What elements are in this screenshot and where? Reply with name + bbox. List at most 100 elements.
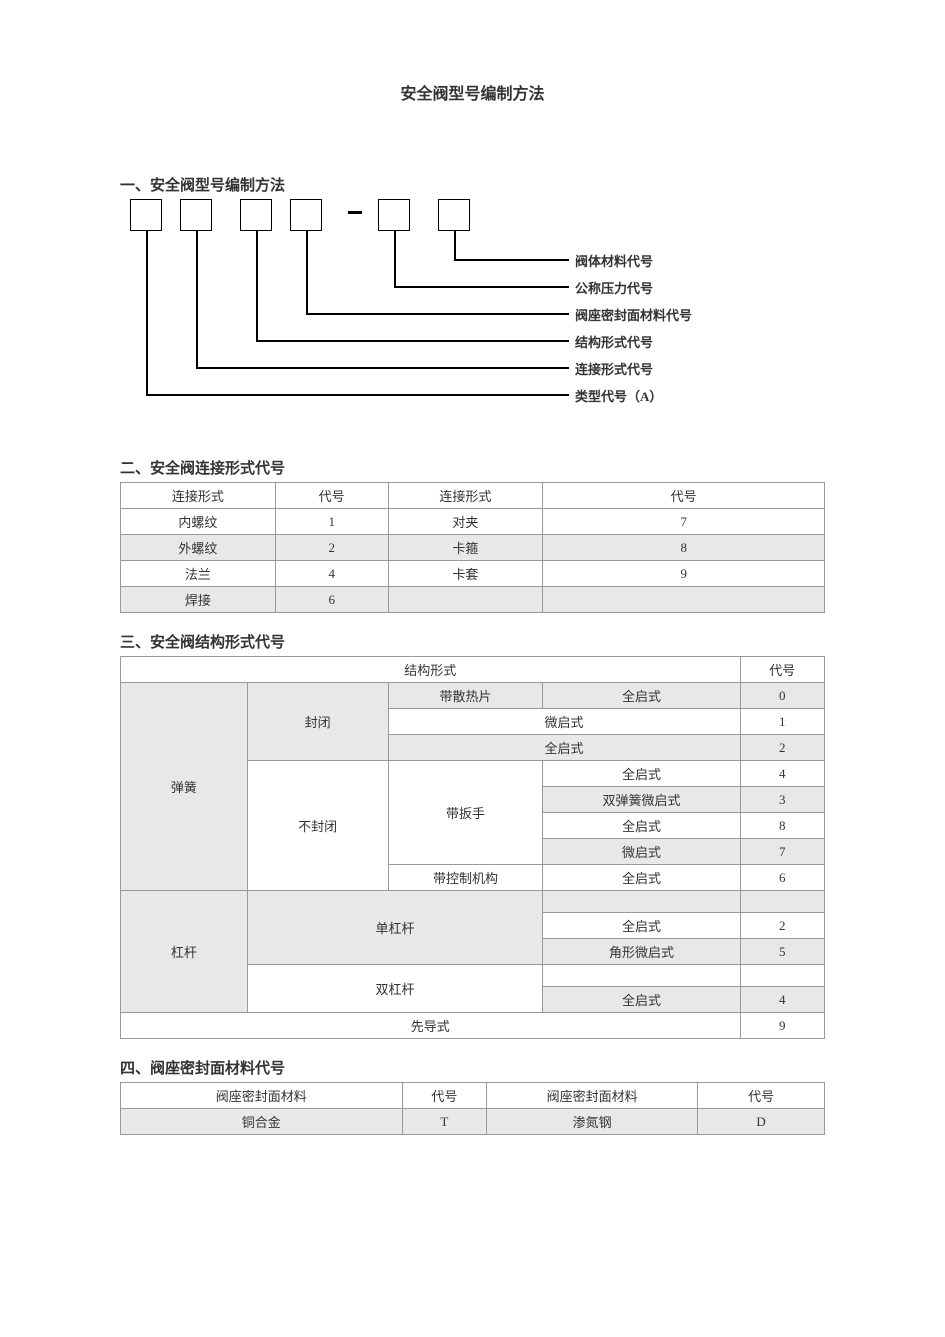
table-cell: 全启式 [543, 865, 740, 891]
table-header-cell: 代号 [402, 1083, 486, 1109]
table-cell: 角形微启式 [543, 939, 740, 965]
table-cell: 全启式 [543, 761, 740, 787]
connector-hline [394, 286, 569, 288]
section1-heading: 一、安全阀型号编制方法 [120, 174, 825, 195]
table-cell: 微启式 [388, 709, 740, 735]
table-cell: 对夹 [388, 509, 543, 535]
table-header-cell: 代号 [275, 483, 388, 509]
connector-vline [146, 231, 148, 394]
table-cell: 2 [740, 913, 825, 939]
table-cell: 1 [275, 509, 388, 535]
table-header-cell: 连接形式 [121, 483, 276, 509]
table-cell: 卡箍 [388, 535, 543, 561]
connector-vline [306, 231, 308, 313]
table-cell: 杠杆 [121, 891, 248, 1013]
table-cell: 全启式 [543, 913, 740, 939]
code-box-3 [290, 199, 322, 231]
code-box-2 [240, 199, 272, 231]
table-header-cell: 代号 [740, 657, 825, 683]
table-cell: 9 [543, 561, 825, 587]
connector-vline [196, 231, 198, 367]
page-title: 安全阀型号编制方法 [120, 80, 825, 104]
table-cell: 带扳手 [388, 761, 543, 865]
table-cell: 封闭 [247, 683, 388, 761]
table-cell: 1 [740, 709, 825, 735]
table-cell: 5 [740, 939, 825, 965]
connector-vline [394, 231, 396, 286]
table-cell: 2 [740, 735, 825, 761]
model-number-diagram: 阀体材料代号公称压力代号阀座密封面材料代号结构形式代号连接形式代号类型代号（A） [130, 199, 750, 439]
table-cell: 7 [543, 509, 825, 535]
table-cell: 弹簧 [121, 683, 248, 891]
table-cell [388, 587, 543, 613]
table-cell: 先导式 [121, 1013, 741, 1039]
diagram-label: 类型代号（A） [575, 386, 662, 405]
table-cell [543, 891, 740, 913]
table-cell [543, 965, 740, 987]
table-cell: 8 [543, 535, 825, 561]
table-header-cell: 结构形式 [121, 657, 741, 683]
connector-vline [256, 231, 258, 340]
table-cell: 双杠杆 [247, 965, 543, 1013]
code-box-0 [130, 199, 162, 231]
table-cell: 内螺纹 [121, 509, 276, 535]
table-cell: 渗氮钢 [487, 1109, 698, 1135]
table-cell: 8 [740, 813, 825, 839]
section2-heading: 二、安全阀连接形式代号 [120, 457, 825, 478]
table-cell: 3 [740, 787, 825, 813]
connector-hline [454, 259, 569, 261]
table-cell: 4 [275, 561, 388, 587]
table-cell: 4 [740, 987, 825, 1013]
diagram-label: 连接形式代号 [575, 359, 653, 378]
table-cell: 带控制机构 [388, 865, 543, 891]
table-cell: 不封闭 [247, 761, 388, 891]
table-cell: 6 [740, 865, 825, 891]
table-cell: 全启式 [388, 735, 740, 761]
table-cell: 6 [275, 587, 388, 613]
section4-heading: 四、阀座密封面材料代号 [120, 1057, 825, 1078]
table-cell: 4 [740, 761, 825, 787]
table-header-cell: 阀座密封面材料 [487, 1083, 698, 1109]
table-cell: 7 [740, 839, 825, 865]
diagram-label: 公称压力代号 [575, 278, 653, 297]
document-page: 安全阀型号编制方法 一、安全阀型号编制方法 阀体材料代号公称压力代号阀座密封面材… [0, 0, 945, 1337]
table-header-cell: 阀座密封面材料 [121, 1083, 403, 1109]
table-cell: 外螺纹 [121, 535, 276, 561]
table-cell: 卡套 [388, 561, 543, 587]
sealing-material-table: 阀座密封面材料代号阀座密封面材料代号铜合金T渗氮钢D [120, 1082, 825, 1135]
table-cell: 全启式 [543, 683, 740, 709]
table-cell [543, 587, 825, 613]
table-header-cell: 代号 [543, 483, 825, 509]
diagram-label: 阀座密封面材料代号 [575, 305, 692, 324]
code-box-1 [180, 199, 212, 231]
table-cell: 2 [275, 535, 388, 561]
table-cell: 9 [740, 1013, 825, 1039]
table-cell: 单杠杆 [247, 891, 543, 965]
table-cell: 带散热片 [388, 683, 543, 709]
code-box-4 [378, 199, 410, 231]
table-cell: 0 [740, 683, 825, 709]
table-header-cell: 代号 [698, 1083, 825, 1109]
separator-dash [348, 211, 362, 214]
table-header-cell: 连接形式 [388, 483, 543, 509]
diagram-label: 结构形式代号 [575, 332, 653, 351]
table-cell [740, 891, 825, 913]
structure-type-table: 结构形式代号弹簧封闭带散热片全启式0微启式1全启式2不封闭带扳手全启式4双弹簧微… [120, 656, 825, 1039]
table-cell: D [698, 1109, 825, 1135]
table-cell: 法兰 [121, 561, 276, 587]
table-cell: 全启式 [543, 813, 740, 839]
connection-type-table: 连接形式代号连接形式代号内螺纹1对夹7外螺纹2卡箍8法兰4卡套9焊接6 [120, 482, 825, 613]
table-cell: 焊接 [121, 587, 276, 613]
connector-hline [196, 367, 569, 369]
connector-hline [306, 313, 569, 315]
diagram-label: 阀体材料代号 [575, 251, 653, 270]
connector-vline [454, 231, 456, 259]
table-cell: 全启式 [543, 987, 740, 1013]
connector-hline [256, 340, 569, 342]
table-cell: T [402, 1109, 486, 1135]
table-cell: 铜合金 [121, 1109, 403, 1135]
table-cell: 双弹簧微启式 [543, 787, 740, 813]
connector-hline [146, 394, 569, 396]
code-box-5 [438, 199, 470, 231]
section3-heading: 三、安全阀结构形式代号 [120, 631, 825, 652]
